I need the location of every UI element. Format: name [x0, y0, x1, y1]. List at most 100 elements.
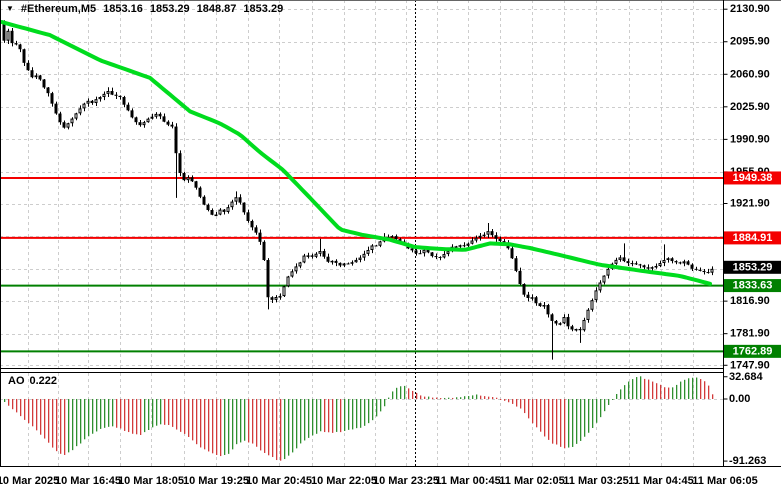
x-tick-label: 10 Mar 23:25	[373, 475, 439, 487]
candle-body-down	[546, 305, 550, 315]
ao-bar	[600, 398, 602, 418]
ao-bar	[116, 398, 118, 428]
x-tick-label: 11 Mar 02:05	[499, 475, 564, 487]
ao-bar	[588, 398, 590, 433]
ao-tick-label: 0.00	[729, 393, 750, 405]
candle-body-up	[278, 296, 282, 298]
ao-bar	[488, 396, 490, 399]
ao-bar	[72, 398, 74, 451]
candle-body-up	[318, 251, 322, 254]
ao-bar	[704, 381, 706, 399]
candle-body-down	[642, 265, 646, 268]
candle-body-down	[410, 248, 414, 251]
ao-bar	[156, 398, 158, 426]
ao-bar	[36, 398, 38, 431]
ao-bar	[404, 385, 406, 399]
ao-indicator-label: AO 0.222	[8, 375, 57, 387]
candle-body-down	[158, 113, 162, 117]
candle-body-down	[46, 87, 50, 94]
candle-body-down	[570, 326, 574, 330]
candle-body-up	[654, 265, 658, 268]
candle-body-down	[538, 303, 542, 307]
candle-body-up	[230, 201, 234, 208]
ao-bar	[300, 398, 302, 444]
ao-bar	[136, 398, 138, 435]
candle-body-down	[2, 23, 6, 41]
ao-bar	[336, 398, 338, 432]
candle-body-down	[14, 43, 18, 45]
price-tag-label: 1833.63	[733, 280, 773, 292]
ao-bar	[316, 398, 318, 434]
candle-body-down	[254, 227, 258, 233]
ao-bar	[392, 391, 394, 399]
ao-bar	[56, 398, 58, 452]
candle-body-down	[222, 209, 226, 212]
ao-bar	[460, 397, 462, 399]
ao-bar	[104, 398, 106, 428]
x-tick-label: 11 Mar 04:45	[628, 475, 693, 487]
candle-body-up	[146, 118, 150, 123]
candle-body-down	[398, 239, 402, 242]
candle-body-down	[138, 122, 142, 126]
ao-bar	[80, 398, 82, 444]
ao-bar	[260, 398, 262, 451]
ao-bar	[464, 396, 466, 399]
ao-bar	[484, 396, 486, 399]
level-lines	[0, 176, 723, 353]
ao-bar	[64, 398, 66, 455]
x-tick-label: 10 Mar 22:05	[311, 475, 377, 487]
ao-bar	[636, 377, 638, 399]
x-tick-label: 10 Mar 20:45	[246, 475, 312, 487]
ao-pane[interactable]	[0, 373, 723, 466]
ohlc-close: 1853.29	[243, 3, 284, 15]
candle-body-up	[658, 263, 662, 266]
price-tag: 1833.63	[724, 279, 781, 293]
ao-bar	[124, 398, 126, 431]
candle-body-up	[86, 100, 90, 104]
candle-body-down	[18, 44, 22, 50]
ao-bar	[596, 398, 598, 423]
ao-bar	[220, 398, 222, 457]
candle-body-down	[130, 110, 134, 118]
ao-bar	[640, 376, 642, 399]
candle-body-down	[434, 256, 438, 258]
candle-body-down	[550, 314, 554, 321]
candle-body-down	[686, 261, 690, 265]
candle-body-down	[190, 177, 194, 182]
candle-body-up	[286, 276, 290, 287]
candle-body-up	[226, 207, 230, 212]
candle-body-up	[358, 257, 362, 260]
ohlc-open: 1853.16	[103, 3, 143, 15]
main-pane[interactable]	[0, 0, 723, 369]
ao-bar	[128, 398, 130, 433]
candle-body-up	[214, 214, 218, 217]
ao-bar	[132, 398, 134, 434]
candle-body-down	[578, 328, 582, 331]
ao-bar	[540, 398, 542, 432]
ao-bar	[472, 395, 474, 399]
ao-bar	[556, 398, 558, 445]
ao-bar	[252, 398, 254, 444]
ao-bar	[492, 397, 494, 399]
candle-body-up	[350, 262, 354, 264]
ao-bar	[232, 398, 234, 450]
candle-body-up	[366, 250, 370, 254]
ao-bar	[712, 394, 714, 399]
ao-bar	[292, 398, 294, 453]
symbol-dropdown-icon[interactable]: ▼	[6, 3, 14, 13]
ao-bar	[44, 398, 46, 439]
price-tag-box	[724, 171, 781, 185]
ao-bar	[616, 393, 618, 399]
ao-bar	[652, 381, 654, 399]
candle-body-down	[22, 49, 26, 63]
ao-bar	[236, 398, 238, 445]
ao-bar	[52, 398, 54, 448]
ao-bar	[344, 398, 346, 431]
candle-body-up	[290, 271, 294, 277]
candle-body-down	[534, 297, 538, 304]
ao-tick-label: 32.684	[729, 371, 764, 383]
ao-bar	[84, 398, 86, 440]
